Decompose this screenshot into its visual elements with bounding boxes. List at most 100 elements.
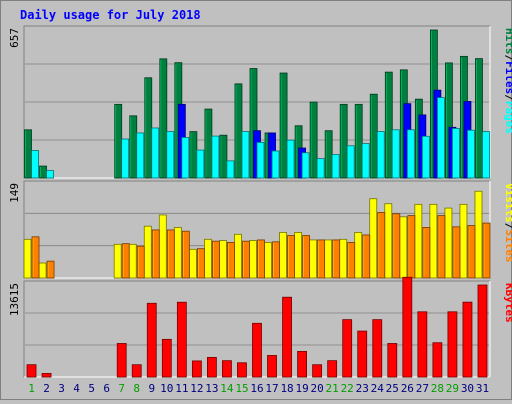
legend-item: Hits — [503, 28, 512, 55]
bar-sites-day-28 — [437, 215, 446, 279]
bar-sites-day-23 — [362, 234, 371, 279]
x-tick-label: 13 — [205, 382, 218, 395]
bar-sites-day-9 — [151, 229, 160, 279]
bar-sites-day-7 — [121, 243, 130, 279]
x-tick-label: 11 — [175, 382, 188, 395]
x-tick-label: 3 — [58, 382, 65, 395]
legend-item: / — [503, 94, 512, 101]
bar-kbytes-day-21 — [327, 360, 338, 378]
bar-sites-day-15 — [242, 240, 250, 279]
bar-sites-day-25 — [392, 213, 401, 279]
bar-kbytes-day-29 — [447, 311, 458, 378]
bar-pages-day-30 — [467, 129, 475, 179]
bar-kbytes-day-27 — [417, 311, 428, 378]
bar-hits-day-20 — [309, 101, 318, 179]
panel-mid: 149 Visits/Sites — [8, 180, 512, 279]
panels-layer: 657Hits/Files/Pages149Visits/Sites13615K… — [8, 25, 512, 378]
bar-pages-day-18 — [286, 139, 295, 179]
x-tick-label: 9 — [148, 382, 155, 395]
bar-pages-day-11 — [181, 137, 190, 179]
bar-kbytes-day-18 — [282, 296, 292, 378]
x-tick-label: 29 — [446, 382, 459, 395]
series-sites — [31, 212, 491, 279]
bar-kbytes-day-20 — [312, 364, 323, 378]
x-tick-label: 28 — [431, 382, 444, 395]
bar-kbytes-day-17 — [267, 355, 277, 378]
x-tick-label: 8 — [133, 382, 140, 395]
legend-item: KBytes — [503, 283, 512, 323]
bar-pages-day-13 — [211, 135, 220, 179]
x-tick-label: 24 — [371, 382, 385, 395]
bar-hits-day-14 — [219, 134, 228, 179]
bar-kbytes-day-12 — [191, 360, 202, 378]
bar-hits-day-22 — [339, 103, 348, 179]
legend-item: Pages — [503, 101, 512, 134]
y-max-label: 13615 — [8, 283, 21, 316]
bar-sites-day-21 — [332, 239, 341, 279]
bar-sites-day-31 — [482, 222, 491, 279]
legend-bot: KBytes — [503, 283, 512, 323]
series-kbytes — [26, 276, 488, 378]
x-tick-label: 12 — [190, 382, 203, 395]
series-pages — [31, 97, 490, 179]
legend-text: KBytes — [503, 283, 512, 323]
bar-kbytes-day-7 — [116, 343, 127, 378]
bar-kbytes-day-10 — [161, 338, 172, 378]
chart-title: Daily usage for July 2018 — [20, 8, 201, 22]
bar-pages-day-1 — [31, 150, 39, 179]
bar-sites-day-27 — [422, 227, 431, 279]
bar-sites-day-16 — [257, 239, 265, 279]
x-tick-labels: 1 2 3 4 5 6 7 8 9 10 11 12 13 14 15 16 17 18 19 20 21 22 23 24 2… — [28, 382, 489, 395]
bar-hits-day-15 — [234, 83, 243, 179]
x-tick-label: 26 — [401, 382, 414, 395]
bar-kbytes-day-2 — [41, 373, 52, 378]
x-tick-label: 19 — [295, 382, 308, 395]
bar-kbytes-day-11 — [176, 301, 187, 378]
bar-kbytes-day-26 — [402, 276, 413, 378]
bar-kbytes-day-1 — [26, 364, 37, 378]
x-tick-label: 2 — [43, 382, 50, 395]
bar-pages-day-29 — [452, 128, 460, 179]
x-tick-label: 25 — [386, 382, 399, 395]
bar-sites-day-10 — [166, 229, 175, 279]
x-tick-label: 15 — [235, 382, 248, 395]
legend-text: Hits/Files/Pages — [503, 28, 512, 134]
bar-sites-day-12 — [196, 248, 205, 279]
bar-kbytes-day-22 — [342, 319, 353, 378]
x-tick-label: 27 — [416, 382, 429, 395]
x-tick-label: 4 — [73, 382, 80, 395]
bar-pages-day-26 — [406, 129, 415, 179]
x-tick-label: 1 — [28, 382, 35, 395]
bar-pages-day-19 — [301, 152, 310, 179]
x-tick-label: 30 — [461, 382, 474, 395]
x-tick-label: 10 — [160, 382, 173, 395]
bar-sites-day-14 — [227, 242, 235, 279]
bar-sites-day-20 — [317, 239, 326, 279]
bar-kbytes-day-14 — [222, 360, 232, 378]
x-tick-label: 18 — [280, 382, 293, 395]
x-tick-label: 14 — [220, 382, 234, 395]
bar-sites-day-17 — [272, 241, 280, 279]
bar-kbytes-day-23 — [357, 330, 368, 378]
legend-item: Sites — [503, 229, 512, 262]
bar-sites-day-19 — [302, 235, 310, 279]
x-tick-label: 6 — [103, 382, 110, 395]
bar-sites-day-11 — [181, 230, 190, 279]
bar-kbytes-day-16 — [252, 322, 262, 378]
bar-kbytes-day-30 — [462, 301, 473, 378]
legend-item: Files — [503, 61, 512, 94]
bar-kbytes-day-24 — [372, 319, 383, 378]
bar-hits-day-18 — [279, 72, 288, 179]
x-tick-label: 20 — [311, 382, 324, 395]
bar-kbytes-day-9 — [146, 302, 157, 378]
bar-pages-day-10 — [166, 131, 175, 179]
bar-sites-day-13 — [212, 240, 220, 279]
bar-pages-day-8 — [136, 132, 145, 179]
bar-hits-day-10 — [159, 58, 168, 179]
bar-visits-day-7 — [113, 243, 122, 279]
bar-pages-day-15 — [241, 131, 250, 179]
legend-mid: Visits/Sites — [503, 183, 512, 263]
x-tick-label: 31 — [476, 382, 489, 395]
bar-sites-day-2 — [46, 260, 55, 279]
